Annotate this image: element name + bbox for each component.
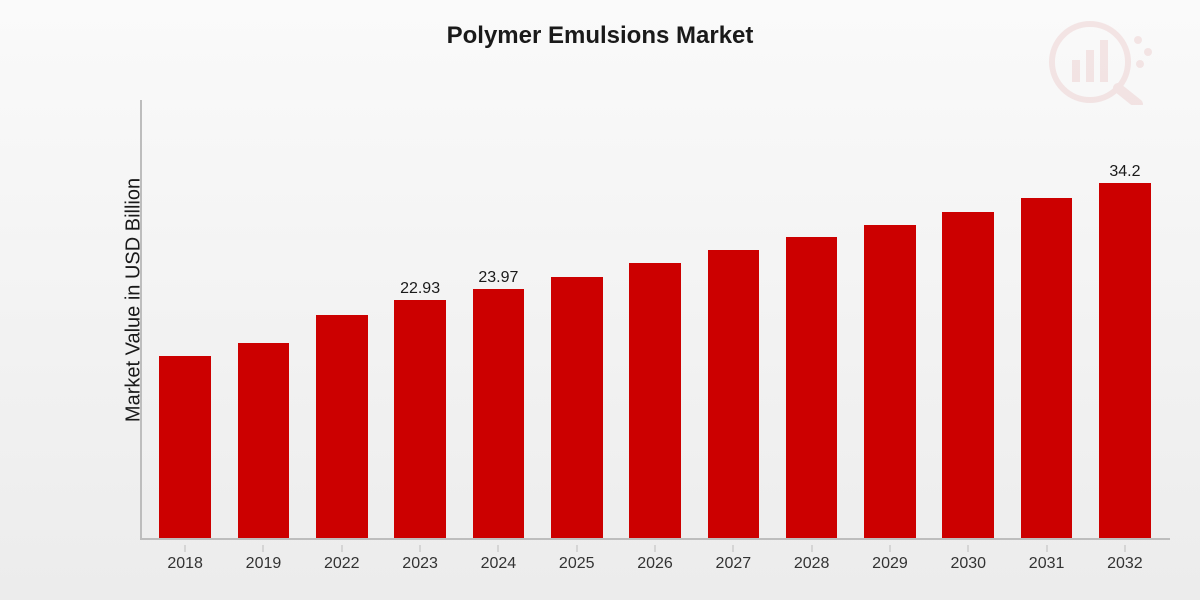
bars-container: 22.93 23.97 34.2 [140,100,1170,538]
bar [159,356,211,538]
x-tick-label: 2025 [538,545,616,600]
bar-slot: 34.2 [1086,100,1164,538]
x-tick-label: 2026 [616,545,694,600]
chart-plot-area: 22.93 23.97 34.2 [140,100,1170,540]
bar-slot [303,100,381,538]
x-tick-label: 2022 [303,545,381,600]
x-tick-label: 2028 [773,545,851,600]
bar [394,300,446,538]
bar-slot [773,100,851,538]
bar [629,263,681,538]
bar [1021,198,1073,538]
bar-slot: 22.93 [381,100,459,538]
x-tick-label: 2032 [1086,545,1164,600]
bar [1099,183,1151,538]
bar [786,237,838,538]
x-tick-label: 2024 [459,545,537,600]
bar [473,289,525,538]
bar [316,315,368,538]
bar-slot [851,100,929,538]
bar-slot [224,100,302,538]
bar-slot [616,100,694,538]
x-tick-label: 2027 [694,545,772,600]
bar [708,250,760,538]
chart-title: Polymer Emulsions Market [0,22,1200,50]
x-tick-label: 2030 [929,545,1007,600]
bar-value-label: 23.97 [478,269,518,287]
bar [942,212,994,538]
bar [864,225,916,538]
x-tick-label: 2023 [381,545,459,600]
x-tick-label: 2029 [851,545,929,600]
x-tick-label: 2031 [1007,545,1085,600]
bar-slot [146,100,224,538]
bar-slot [1007,100,1085,538]
x-tick-label: 2018 [146,545,224,600]
bar-value-label: 34.2 [1109,163,1140,181]
bar [238,343,290,538]
bar-slot [929,100,1007,538]
x-axis-labels: 2018201920222023202420252026202720282029… [140,545,1170,600]
x-tick-label: 2019 [224,545,302,600]
bar-value-label: 22.93 [400,280,440,298]
bar-slot [538,100,616,538]
watermark-logo [1040,20,1160,110]
bar [551,277,603,538]
bar-slot: 23.97 [459,100,537,538]
bar-slot [694,100,772,538]
